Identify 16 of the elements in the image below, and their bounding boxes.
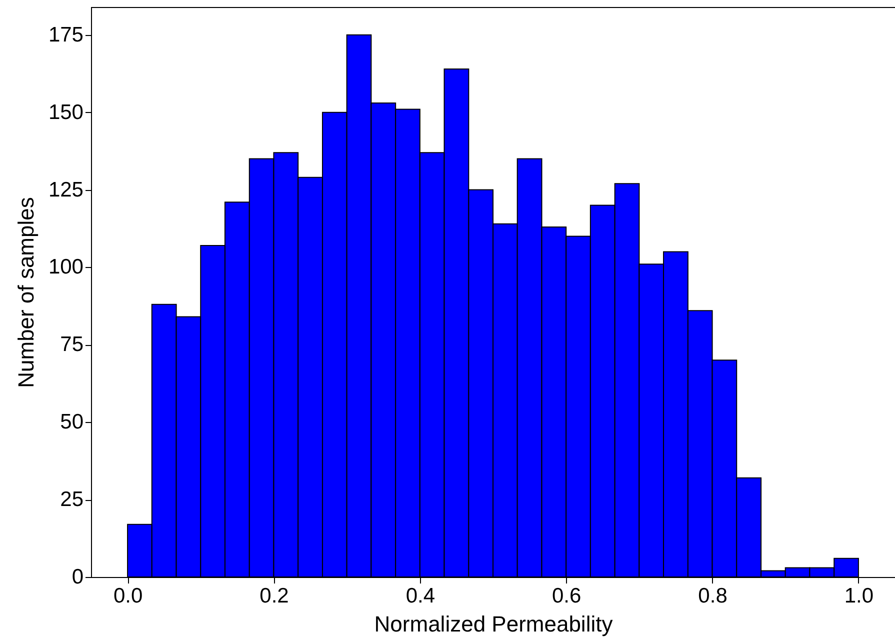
x-tick-label: 0.4 [406, 584, 436, 608]
y-tick-label: 125 [48, 178, 84, 202]
y-tick-label: 175 [48, 23, 84, 46]
x-tick-label: 0.6 [552, 584, 582, 608]
y-tick-label: 25 [60, 488, 84, 512]
y-tick-label: 150 [48, 100, 84, 124]
y-tick-label: 100 [48, 256, 84, 279]
y-tick-label: 50 [60, 410, 84, 434]
y-axis-title: Number of samples [13, 197, 38, 388]
y-tick-label: 75 [60, 333, 84, 356]
x-tick-label: 0.8 [698, 584, 728, 608]
x-tick-label: 1.0 [844, 584, 874, 608]
y-tick-label: 0 [72, 566, 84, 588]
x-tick-label: 0.0 [113, 584, 143, 608]
x-tick-label: 0.2 [260, 584, 289, 608]
x-axis-title: Normalized Permeability [374, 612, 613, 636]
